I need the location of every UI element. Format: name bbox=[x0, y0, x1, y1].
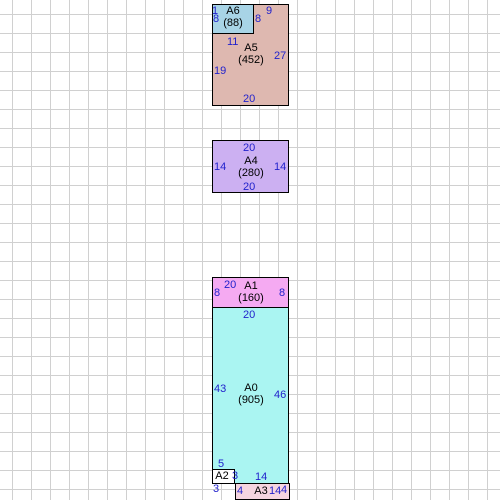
room-a2-name: A2 bbox=[215, 470, 229, 482]
room-a0-dim-top: 20 bbox=[243, 309, 256, 321]
room-a0[interactable] bbox=[212, 307, 289, 484]
room-a3-dim-right: 14 bbox=[269, 485, 282, 497]
room-a6-dim-top: 1 bbox=[212, 5, 219, 17]
room-a4-dim-left: 14 bbox=[214, 161, 227, 173]
room-a4[interactable] bbox=[212, 140, 289, 193]
room-a6-area: (88) bbox=[223, 17, 243, 29]
room-a5-name: A5 bbox=[244, 42, 258, 54]
room-a3-dim-left: 4 bbox=[237, 485, 244, 497]
room-a0-name: A0 bbox=[244, 382, 258, 394]
room-a4-dim-bottom: 20 bbox=[243, 181, 256, 193]
room-a5-dim-bottom: 20 bbox=[243, 93, 256, 105]
room-a4-dim-top: 20 bbox=[243, 142, 256, 154]
room-a2[interactable] bbox=[212, 469, 235, 484]
room-a3-name: A3 bbox=[254, 485, 268, 497]
room-a0-dim-left: 43 bbox=[214, 383, 227, 395]
room-a6[interactable] bbox=[212, 4, 254, 34]
room-a5-dim-left: 19 bbox=[214, 65, 227, 77]
room-a5-dim-top-right: 9 bbox=[266, 5, 273, 17]
room-a1-name: A1 bbox=[244, 280, 258, 292]
room-a5-dim-right: 27 bbox=[274, 50, 287, 62]
room-a4-area: (280) bbox=[238, 167, 264, 179]
room-a4-dim-right: 14 bbox=[274, 161, 287, 173]
room-a3-dim-far-right: 4 bbox=[281, 484, 288, 496]
room-a1-area: (160) bbox=[238, 292, 264, 304]
room-a0-dim-bottom-left: 5 bbox=[218, 458, 225, 470]
room-a2-dim-right: 3 bbox=[232, 470, 239, 482]
room-a0-dim-right: 46 bbox=[274, 389, 287, 401]
room-a5-dim-top: 11 bbox=[227, 36, 239, 48]
room-a1-dim-left: 8 bbox=[214, 287, 221, 299]
room-a1-dim-top: 20 bbox=[224, 279, 237, 291]
room-a5-area: (452) bbox=[238, 54, 264, 66]
room-a0-area: (905) bbox=[238, 394, 264, 406]
room-a1-dim-right: 8 bbox=[279, 287, 286, 299]
room-a4-name: A4 bbox=[244, 155, 258, 167]
room-a2-dim-left: 3 bbox=[213, 483, 220, 495]
room-a1[interactable] bbox=[212, 277, 289, 308]
room-a0-dim-bottom-right: 14 bbox=[255, 471, 268, 483]
room-a5-dim-inner: 8 bbox=[255, 13, 262, 25]
room-a6-name: A6 bbox=[226, 5, 240, 17]
room-a6-dim-left: 8 bbox=[213, 13, 220, 25]
